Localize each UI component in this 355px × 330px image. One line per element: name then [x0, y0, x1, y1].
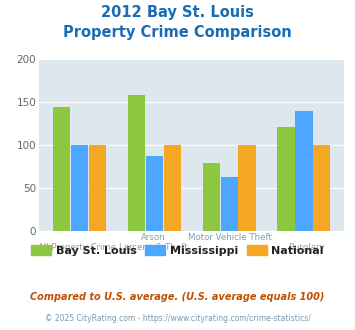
Text: 2012 Bay St. Louis: 2012 Bay St. Louis	[101, 5, 254, 20]
Legend: Bay St. Louis, Mississippi, National: Bay St. Louis, Mississippi, National	[27, 241, 328, 260]
Bar	[239, 145, 256, 231]
Text: Burglary: Burglary	[288, 243, 324, 251]
Text: Motor Vehicle Theft: Motor Vehicle Theft	[188, 233, 272, 242]
Bar	[128, 95, 145, 231]
Text: Property Crime Comparison: Property Crime Comparison	[63, 25, 292, 40]
Bar	[203, 163, 220, 231]
Bar	[277, 127, 295, 231]
Text: © 2025 CityRating.com - https://www.cityrating.com/crime-statistics/: © 2025 CityRating.com - https://www.city…	[45, 314, 310, 323]
Bar	[295, 111, 312, 231]
Bar	[71, 145, 88, 231]
Text: Larceny & Theft: Larceny & Theft	[119, 243, 188, 251]
Bar	[164, 145, 181, 231]
Bar	[53, 108, 70, 231]
Bar	[146, 156, 163, 231]
Bar	[89, 145, 106, 231]
Text: Arson: Arson	[141, 233, 166, 242]
Text: All Property Crime: All Property Crime	[38, 243, 116, 251]
Bar	[313, 145, 331, 231]
Bar	[220, 177, 238, 231]
Text: Compared to U.S. average. (U.S. average equals 100): Compared to U.S. average. (U.S. average …	[30, 292, 325, 302]
